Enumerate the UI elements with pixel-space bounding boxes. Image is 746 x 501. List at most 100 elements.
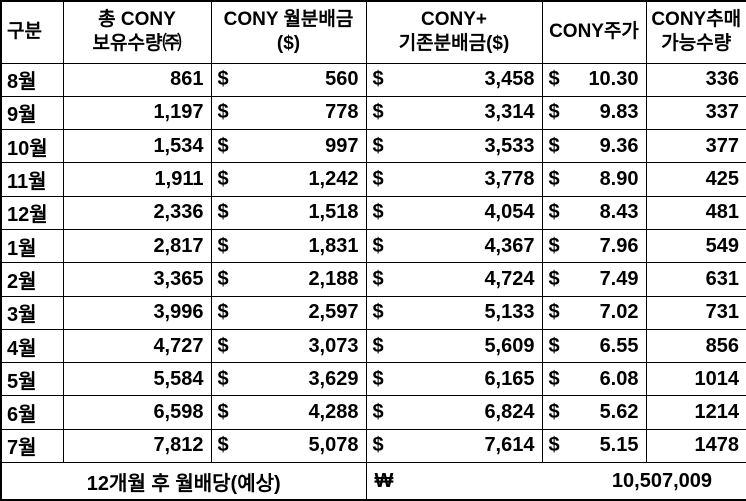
cell-monthly-dist: $5,078 xyxy=(210,428,367,464)
cell-price: $5.62 xyxy=(541,395,647,430)
cell-holdings: 861 xyxy=(62,62,212,97)
cell-month: 11월 xyxy=(0,162,64,197)
cell-monthly-dist: $1,242 xyxy=(210,162,367,197)
dollar-symbol: $ xyxy=(548,168,560,191)
cell-price: $7.49 xyxy=(541,262,647,297)
cell-buyable: 1214 xyxy=(645,395,746,430)
cell-month: 2월 xyxy=(0,262,64,297)
cell-buyable: 1478 xyxy=(645,428,746,464)
cell-total-dist: $5,609 xyxy=(365,328,543,364)
cell-buyable: 731 xyxy=(645,295,746,330)
dollar-symbol: $ xyxy=(372,267,384,290)
cell-holdings: 2,336 xyxy=(62,195,212,230)
cell-value: 7.02 xyxy=(599,301,639,324)
cell-monthly-dist: $2,597 xyxy=(210,295,367,330)
dollar-symbol: $ xyxy=(548,267,560,290)
dollar-symbol: $ xyxy=(372,68,384,91)
cell-value: 9.83 xyxy=(599,101,639,124)
dollar-symbol: $ xyxy=(372,134,384,157)
cell-month: 10월 xyxy=(0,129,64,164)
cell-price: $8.43 xyxy=(541,195,647,230)
cell-monthly-dist: $1,518 xyxy=(210,195,367,230)
dollar-symbol: $ xyxy=(548,434,560,457)
cell-buyable: 481 xyxy=(645,195,746,230)
cell-total-dist: $4,054 xyxy=(365,195,543,230)
cell-total-dist: $5,133 xyxy=(365,295,543,330)
cell-price: $6.08 xyxy=(541,362,647,397)
cell-value: 8.43 xyxy=(599,201,639,224)
cell-month: 3월 xyxy=(0,295,64,330)
cell-value: 5,078 xyxy=(308,434,359,457)
dollar-symbol: $ xyxy=(217,334,229,357)
cell-value: 1,831 xyxy=(308,234,359,257)
cell-price: $6.55 xyxy=(541,328,647,364)
cell-total-dist: $4,724 xyxy=(365,262,543,297)
table-row: 2월 3,365 $2,188 $4,724 $7.49 631 xyxy=(0,262,746,297)
cell-price: $7.02 xyxy=(541,295,647,330)
cell-holdings: 7,812 xyxy=(62,428,212,464)
cell-buyable: 336 xyxy=(645,62,746,97)
cell-monthly-dist: $3,073 xyxy=(210,328,367,364)
header-row: 구분 총 CONY 보유수량㈜ CONY 월분배금($) CONY+ 기존분배금… xyxy=(0,0,746,64)
cell-monthly-dist: $2,188 xyxy=(210,262,367,297)
cell-value: 3,533 xyxy=(484,134,535,157)
cell-monthly-dist: $1,831 xyxy=(210,228,367,264)
cell-value: 997 xyxy=(325,134,359,157)
summary-value: 10,507,009 xyxy=(611,469,712,492)
cell-value: 1,242 xyxy=(308,168,359,191)
cell-value: 1,518 xyxy=(308,201,359,224)
cell-price: $7.96 xyxy=(541,228,647,264)
cell-total-dist: $7,614 xyxy=(365,428,543,464)
cell-value: 3,458 xyxy=(484,68,535,91)
table-row: 9월 1,197 $778 $3,314 $9.83 337 xyxy=(0,95,746,131)
summary-row: 12개월 후 월배당(예상) ₩ 10,507,009 xyxy=(0,462,746,501)
cell-monthly-dist: $997 xyxy=(210,129,367,164)
dollar-symbol: $ xyxy=(548,201,560,224)
cell-value: 9.36 xyxy=(599,134,639,157)
dollar-symbol: $ xyxy=(372,301,384,324)
cell-value: 6.08 xyxy=(599,367,639,390)
cell-month: 12월 xyxy=(0,195,64,230)
cell-value: 5,133 xyxy=(484,301,535,324)
cell-buyable: 549 xyxy=(645,228,746,264)
dollar-symbol: $ xyxy=(548,234,560,257)
dollar-symbol: $ xyxy=(548,134,560,157)
cell-holdings: 1,197 xyxy=(62,95,212,131)
header-price: CONY주가 xyxy=(541,0,647,64)
cell-value: 6,824 xyxy=(484,401,535,424)
table-row: 7월 7,812 $5,078 $7,614 $5.15 1478 xyxy=(0,428,746,464)
cell-month: 5월 xyxy=(0,362,64,397)
cell-value: 7.96 xyxy=(599,234,639,257)
dollar-symbol: $ xyxy=(372,434,384,457)
table-row: 12월 2,336 $1,518 $4,054 $8.43 481 xyxy=(0,195,746,230)
cell-total-dist: $4,367 xyxy=(365,228,543,264)
table-row: 1월 2,817 $1,831 $4,367 $7.96 549 xyxy=(0,228,746,264)
cell-value: 3,073 xyxy=(308,334,359,357)
cell-value: 7.49 xyxy=(599,267,639,290)
cell-value: 6.55 xyxy=(599,334,639,357)
cell-total-dist: $3,533 xyxy=(365,129,543,164)
dollar-symbol: $ xyxy=(217,101,229,124)
cell-total-dist: $3,314 xyxy=(365,95,543,131)
cell-price: $5.15 xyxy=(541,428,647,464)
dollar-symbol: $ xyxy=(372,101,384,124)
cell-monthly-dist: $4,288 xyxy=(210,395,367,430)
cell-price: $10.30 xyxy=(541,62,647,97)
cell-buyable: 337 xyxy=(645,95,746,131)
cell-value: 5,609 xyxy=(484,334,535,357)
cell-holdings: 6,598 xyxy=(62,395,212,430)
table-row: 5월 5,584 $3,629 $6,165 $6.08 1014 xyxy=(0,362,746,397)
cell-total-dist: $3,458 xyxy=(365,62,543,97)
table-row: 4월 4,727 $3,073 $5,609 $6.55 856 xyxy=(0,328,746,364)
cell-month: 9월 xyxy=(0,95,64,131)
dollar-symbol: $ xyxy=(372,168,384,191)
cell-month: 8월 xyxy=(0,62,64,97)
cell-monthly-dist: $778 xyxy=(210,95,367,131)
dollar-symbol: $ xyxy=(548,301,560,324)
cell-monthly-dist: $560 xyxy=(210,62,367,97)
cell-holdings: 5,584 xyxy=(62,362,212,397)
cell-price: $8.90 xyxy=(541,162,647,197)
cell-buyable: 1014 xyxy=(645,362,746,397)
dollar-symbol: $ xyxy=(217,301,229,324)
summary-value-cell: ₩ 10,507,009 xyxy=(365,462,746,501)
